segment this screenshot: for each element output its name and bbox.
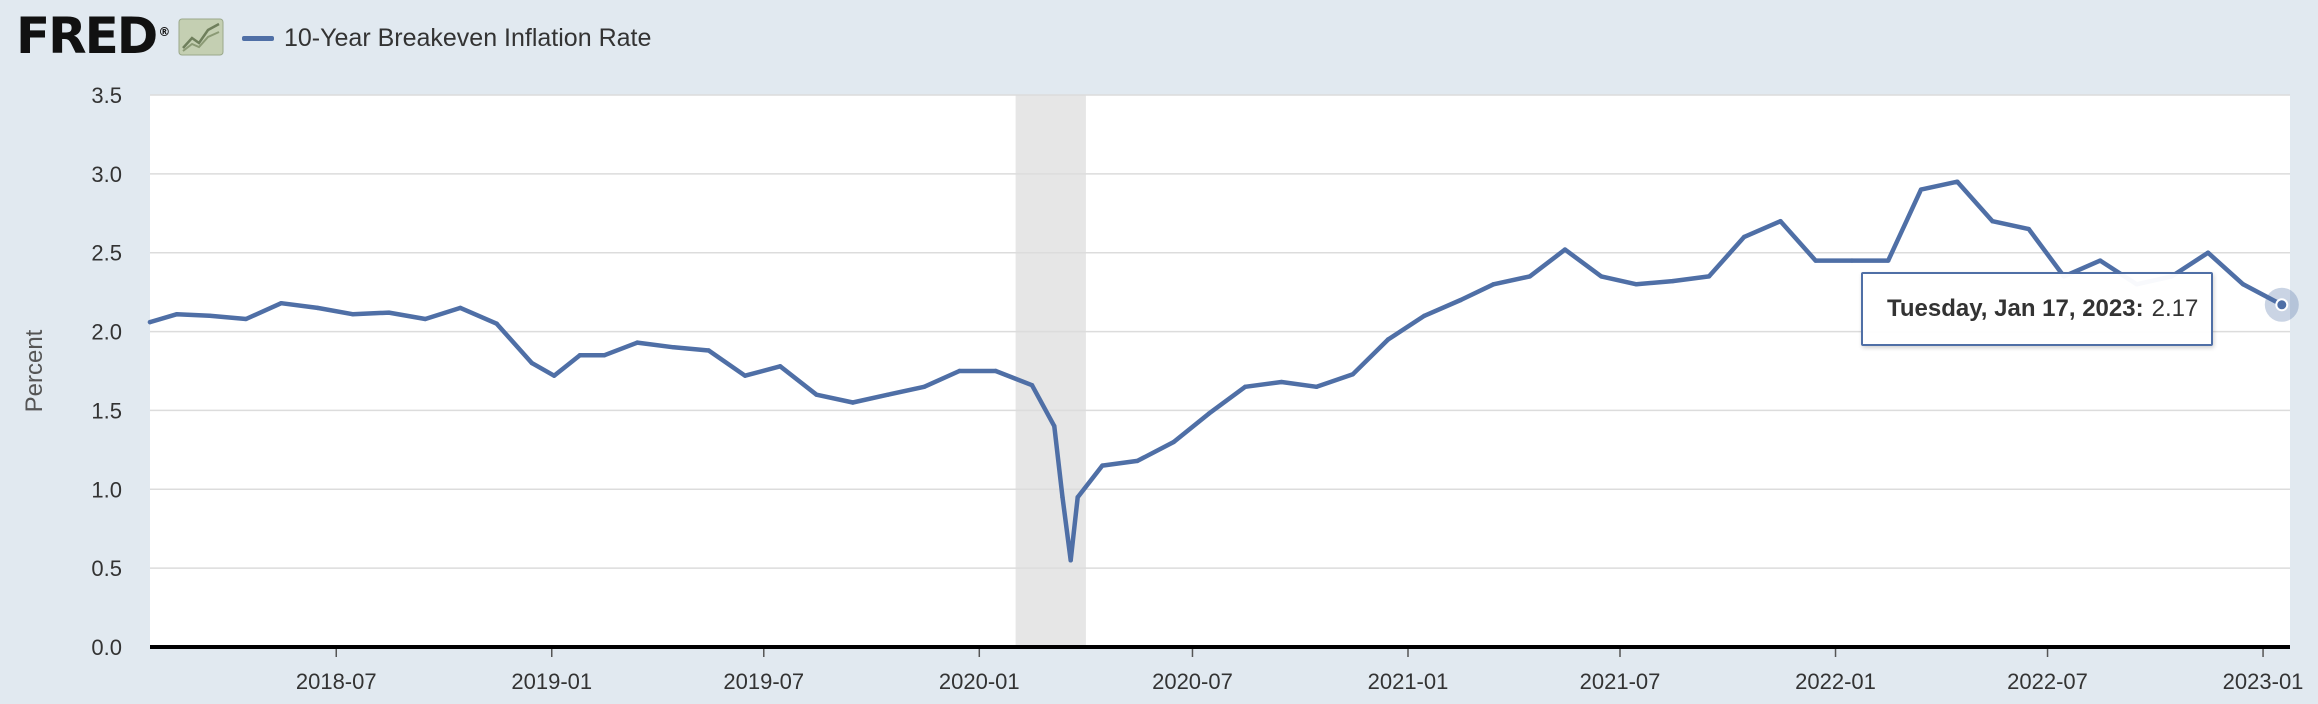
- y-tick-label: 2.0: [91, 320, 122, 345]
- data-point[interactable]: [350, 312, 355, 317]
- x-tick-label: 2021-07: [1580, 669, 1661, 694]
- data-point[interactable]: [1778, 218, 1783, 224]
- data-point[interactable]: [174, 312, 180, 317]
- tooltip-value: 2.17: [2151, 295, 2199, 322]
- data-point[interactable]: [1849, 258, 1855, 263]
- data-point[interactable]: [529, 360, 535, 366]
- recession-shading-group: [1015, 95, 1086, 647]
- y-tick-label: 0.0: [91, 635, 122, 660]
- data-point[interactable]: [551, 373, 557, 378]
- data-point[interactable]: [207, 313, 212, 318]
- data-point[interactable]: [1955, 179, 1960, 184]
- data-point[interactable]: [1599, 274, 1604, 279]
- data-point[interactable]: [777, 364, 783, 369]
- data-point[interactable]: [957, 368, 962, 374]
- x-tick-labels: 2018-07 2019-01 2019-07 2020-01 2020-07 2021-…: [296, 647, 2304, 694]
- series-group: [147, 179, 2285, 563]
- data-point[interactable]: [993, 368, 998, 374]
- data-point[interactable]: [671, 345, 676, 350]
- data-point[interactable]: [494, 321, 499, 326]
- data-point[interactable]: [1670, 278, 1675, 284]
- recession-shading: [1015, 95, 1086, 647]
- x-tick-label: 2019-01: [511, 669, 592, 694]
- data-point[interactable]: [814, 392, 819, 397]
- data-point[interactable]: [1491, 282, 1496, 287]
- y-tick-label: 3.5: [91, 83, 122, 108]
- data-point[interactable]: [1279, 379, 1284, 385]
- y-tick-label: 0.5: [91, 556, 122, 581]
- data-point[interactable]: [1886, 258, 1891, 263]
- legend-swatch: [242, 35, 274, 41]
- data-point[interactable]: [458, 305, 463, 311]
- data-point[interactable]: [243, 316, 249, 322]
- chart-header: FRED ® 10-Year Breakeven Inflation Rate: [0, 0, 2318, 80]
- data-point[interactable]: [922, 384, 927, 389]
- data-point[interactable]: [1171, 439, 1176, 445]
- data-point[interactable]: [742, 373, 748, 378]
- y-tick-labels: 0.0 0.5 1.0 1.5 2.0 2.5 3.0 3.5: [91, 83, 122, 660]
- data-point[interactable]: [1458, 297, 1463, 303]
- data-point[interactable]: [1135, 458, 1140, 464]
- x-tick-label: 2018-07: [296, 669, 377, 694]
- fred-logo[interactable]: FRED ®: [16, 7, 171, 65]
- data-point[interactable]: [850, 400, 855, 405]
- plot-area: [150, 95, 2290, 647]
- y-tick-label: 1.0: [91, 477, 122, 502]
- data-point[interactable]: [386, 310, 392, 315]
- data-point[interactable]: [1350, 371, 1356, 377]
- data-point[interactable]: [1314, 384, 1319, 389]
- data-point[interactable]: [1918, 187, 1924, 192]
- data-point[interactable]: [278, 300, 284, 306]
- tooltip-date: Tuesday, Jan 17, 2023:: [1887, 295, 2144, 322]
- data-point[interactable]: [1100, 463, 1105, 468]
- data-point[interactable]: [885, 392, 891, 397]
- data-point[interactable]: [1068, 558, 1073, 563]
- data-point[interactable]: [635, 340, 640, 345]
- x-tick-label: 2019-07: [723, 669, 804, 694]
- data-point[interactable]: [1052, 424, 1057, 429]
- legend-label: 10-Year Breakeven Inflation Rate: [284, 23, 652, 52]
- tooltip: Tuesday, Jan 17, 2023: 2.17: [1861, 272, 2213, 346]
- data-point[interactable]: [423, 316, 428, 322]
- x-tick-label: 2023-01: [2223, 669, 2304, 694]
- data-point[interactable]: [2098, 258, 2103, 263]
- data-point[interactable]: [147, 319, 153, 325]
- data-point[interactable]: [1029, 382, 1035, 388]
- y-tick-label: 1.5: [91, 398, 122, 423]
- x-tick-label: 2020-01: [939, 669, 1020, 694]
- data-point[interactable]: [1706, 274, 1712, 279]
- data-point[interactable]: [1385, 337, 1391, 342]
- data-point[interactable]: [1741, 234, 1747, 240]
- data-point[interactable]: [2240, 282, 2246, 287]
- x-tick-label: 2020-07: [1152, 669, 1233, 694]
- x-tick-label: 2021-01: [1368, 669, 1449, 694]
- y-tick-label: 3.0: [91, 162, 122, 187]
- data-point[interactable]: [2205, 250, 2211, 255]
- data-point[interactable]: [1206, 411, 1212, 416]
- chart-legend[interactable]: 10-Year Breakeven Inflation Rate: [242, 18, 651, 58]
- data-point[interactable]: [2026, 226, 2031, 232]
- data-point[interactable]: [1242, 384, 1248, 389]
- data-point[interactable]: [602, 353, 607, 358]
- data-point[interactable]: [1422, 313, 1427, 318]
- x-tick-label: 2022-01: [1795, 669, 1876, 694]
- y-axis-label: Percent: [21, 329, 48, 412]
- data-point[interactable]: [1634, 282, 1639, 287]
- data-point[interactable]: [1562, 247, 1568, 252]
- data-point[interactable]: [706, 348, 711, 353]
- hover-point[interactable]: [2275, 298, 2289, 312]
- line-chart-icon: [178, 18, 224, 56]
- x-tick-label: 2022-07: [2007, 669, 2088, 694]
- data-point[interactable]: [315, 305, 320, 311]
- y-tick-label: 2.5: [91, 241, 122, 266]
- data-point[interactable]: [577, 353, 583, 358]
- data-point[interactable]: [1813, 258, 1818, 263]
- data-point[interactable]: [1527, 274, 1533, 279]
- data-point[interactable]: [1075, 494, 1080, 500]
- data-point[interactable]: [1990, 218, 1995, 224]
- data-point[interactable]: [1060, 494, 1065, 500]
